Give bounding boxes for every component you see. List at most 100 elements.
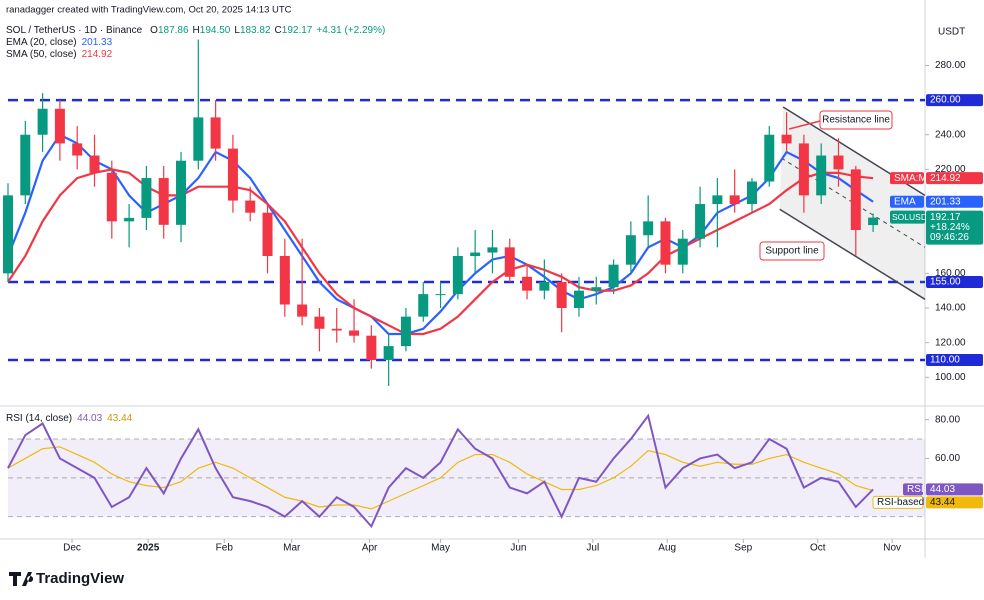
- legend-item: +4.31 (+2.29%): [316, 25, 385, 36]
- legend-line: EMA (20, close) 201.33: [6, 37, 113, 48]
- brand-logo: [9, 572, 34, 586]
- candle-body: [712, 195, 723, 205]
- rsi-name-tag-bg: [872, 495, 924, 509]
- annotation-text: Resistance line: [822, 115, 890, 126]
- x-tick-label: May: [431, 543, 450, 554]
- series-value-tag: 201.33: [930, 196, 961, 207]
- candle-body: [504, 247, 515, 277]
- rsi-value-tag-bg: [926, 496, 983, 509]
- candle-body: [798, 143, 809, 196]
- candle-body: [383, 346, 394, 360]
- candle-body: [89, 155, 100, 173]
- series-short-tag-bg: [890, 172, 924, 185]
- rsi-band: [8, 439, 925, 517]
- rsi-name-tag-bg: [903, 483, 923, 496]
- legend-item: 43.44: [107, 413, 132, 424]
- candle-body: [37, 108, 48, 135]
- x-tick-label: Jul: [586, 543, 599, 554]
- candle-body: [608, 264, 619, 288]
- candle-body: [850, 169, 861, 231]
- x-tick-label: Apr: [362, 543, 378, 554]
- y-tick-label: 120.00: [935, 337, 966, 348]
- candle-body: [729, 195, 740, 205]
- legend-item: SMA (50, close): [6, 49, 77, 60]
- candle-body: [660, 221, 671, 265]
- series-value-tag: 214.92: [930, 173, 961, 184]
- x-tick-label: Mar: [283, 543, 301, 554]
- legend-item: O: [150, 25, 158, 36]
- y-tick-label: 160.00: [935, 268, 966, 279]
- rsi-value-tag: 43.44: [930, 497, 955, 508]
- y-tick-label: 220.00: [935, 164, 966, 175]
- candle-body: [746, 181, 757, 205]
- candle-body: [435, 294, 446, 296]
- level-label: 155.00: [930, 277, 961, 288]
- creator-note: ranadagger created with TradingView.com,…: [6, 5, 292, 16]
- x-tick-label: Nov: [883, 543, 901, 554]
- x-tick-label: 2025: [137, 543, 160, 554]
- candle-body: [677, 238, 688, 265]
- rsi-value-tag: 44.03: [930, 484, 955, 495]
- ma-line: [6, 133, 874, 336]
- candle-body: [314, 316, 325, 329]
- candle-body: [245, 200, 256, 213]
- level-label-bg: [926, 353, 983, 366]
- candle-body: [279, 256, 290, 305]
- plot-layer: Resistance line Support line: [3, 39, 926, 529]
- brand: TradingView: [9, 570, 124, 587]
- candle-body: [158, 178, 169, 225]
- candle-body: [695, 204, 706, 239]
- brand-name: TradingView: [36, 570, 124, 587]
- candle-body: [418, 294, 429, 317]
- candle-body: [764, 134, 775, 182]
- candle-body: [591, 287, 602, 291]
- candle-body: [193, 117, 204, 161]
- legend-item: RSI (14, close): [6, 413, 72, 424]
- candle-body: [400, 316, 411, 347]
- channel-lower: [779, 208, 926, 300]
- candle-body: [176, 160, 187, 225]
- candle-body: [331, 328, 342, 331]
- rsi-line: [7, 413, 874, 529]
- symbol-tag-bg: [890, 210, 925, 224]
- y-tick-label: 60.00: [935, 453, 960, 464]
- change-pct: +18.24%: [930, 222, 970, 233]
- legend-item: 192.17: [282, 25, 313, 36]
- annotation-box: [819, 110, 893, 130]
- candle-body: [210, 117, 221, 149]
- legend-item: EMA (20, close): [6, 37, 77, 48]
- candle-body: [72, 143, 83, 156]
- legend-line: RSI (14, close) 44.03 43.44: [6, 413, 133, 424]
- candle-body: [470, 252, 481, 257]
- level-label-bg: [926, 275, 983, 288]
- annotation-arrow: [788, 119, 825, 130]
- ma-line: [7, 168, 874, 336]
- last-price: 192.17: [930, 212, 961, 223]
- candle-body: [366, 335, 377, 360]
- candle-body: [349, 330, 360, 336]
- legend-item: 194.50: [200, 25, 231, 36]
- countdown: 09:46:26: [930, 232, 969, 243]
- candle-body: [643, 221, 654, 236]
- series-value-tag-bg: [926, 172, 983, 185]
- level-label: 110.00: [930, 355, 960, 366]
- legend-item: L: [234, 25, 240, 36]
- candle-body: [522, 276, 533, 291]
- candle-body: [124, 217, 135, 222]
- series-short-tag-bg: [890, 195, 924, 208]
- candle-body: [3, 195, 13, 274]
- legend-item: 201.33: [82, 37, 113, 48]
- rsi-name-tag: RSI: [907, 484, 924, 495]
- legend-item: 44.03: [77, 413, 102, 424]
- y-tick-label: 140.00: [935, 303, 966, 314]
- candle-body: [573, 290, 584, 308]
- legend-item: 187.86: [158, 25, 189, 36]
- rsi-name-tag: RSI-based MA: [877, 497, 942, 508]
- candle-body: [262, 212, 273, 257]
- legend-item: SOL / TetherUS · 1D · Binance: [6, 25, 143, 36]
- candle-body: [539, 281, 550, 291]
- candle-body: [20, 134, 31, 196]
- candle-body: [452, 256, 463, 295]
- x-tick-label: Jun: [510, 543, 526, 554]
- y-tick-label: 280.00: [935, 60, 966, 71]
